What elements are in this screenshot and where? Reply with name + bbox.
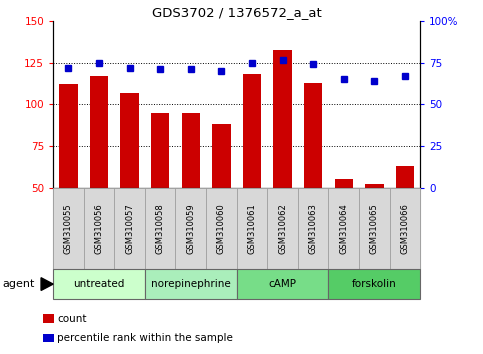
Text: GSM310062: GSM310062: [278, 203, 287, 254]
Text: cAMP: cAMP: [269, 279, 297, 289]
Bar: [243, 74, 261, 271]
Text: norepinephrine: norepinephrine: [151, 279, 231, 289]
Text: GSM310059: GSM310059: [186, 203, 195, 254]
Text: forskolin: forskolin: [352, 279, 397, 289]
Bar: [151, 113, 170, 271]
Text: agent: agent: [2, 279, 35, 289]
Bar: [335, 179, 353, 271]
Bar: [212, 124, 230, 271]
Bar: [59, 85, 78, 271]
Bar: [396, 166, 414, 271]
Text: GSM310056: GSM310056: [95, 203, 103, 254]
Text: GSM310063: GSM310063: [309, 203, 318, 254]
Text: GSM310057: GSM310057: [125, 203, 134, 254]
Bar: [120, 93, 139, 271]
Bar: [90, 76, 108, 271]
Bar: [304, 83, 322, 271]
Text: GSM310058: GSM310058: [156, 203, 165, 254]
Title: GDS3702 / 1376572_a_at: GDS3702 / 1376572_a_at: [152, 6, 322, 19]
Text: GSM310066: GSM310066: [400, 203, 410, 254]
Text: GSM310064: GSM310064: [339, 203, 348, 254]
Text: GSM310060: GSM310060: [217, 203, 226, 254]
Text: percentile rank within the sample: percentile rank within the sample: [57, 333, 233, 343]
Text: GSM310065: GSM310065: [370, 203, 379, 254]
Bar: [182, 113, 200, 271]
Bar: [365, 184, 384, 271]
Text: GSM310055: GSM310055: [64, 203, 73, 254]
Bar: [273, 50, 292, 271]
Text: GSM310061: GSM310061: [247, 203, 256, 254]
Text: untreated: untreated: [73, 279, 125, 289]
Text: count: count: [57, 314, 86, 324]
